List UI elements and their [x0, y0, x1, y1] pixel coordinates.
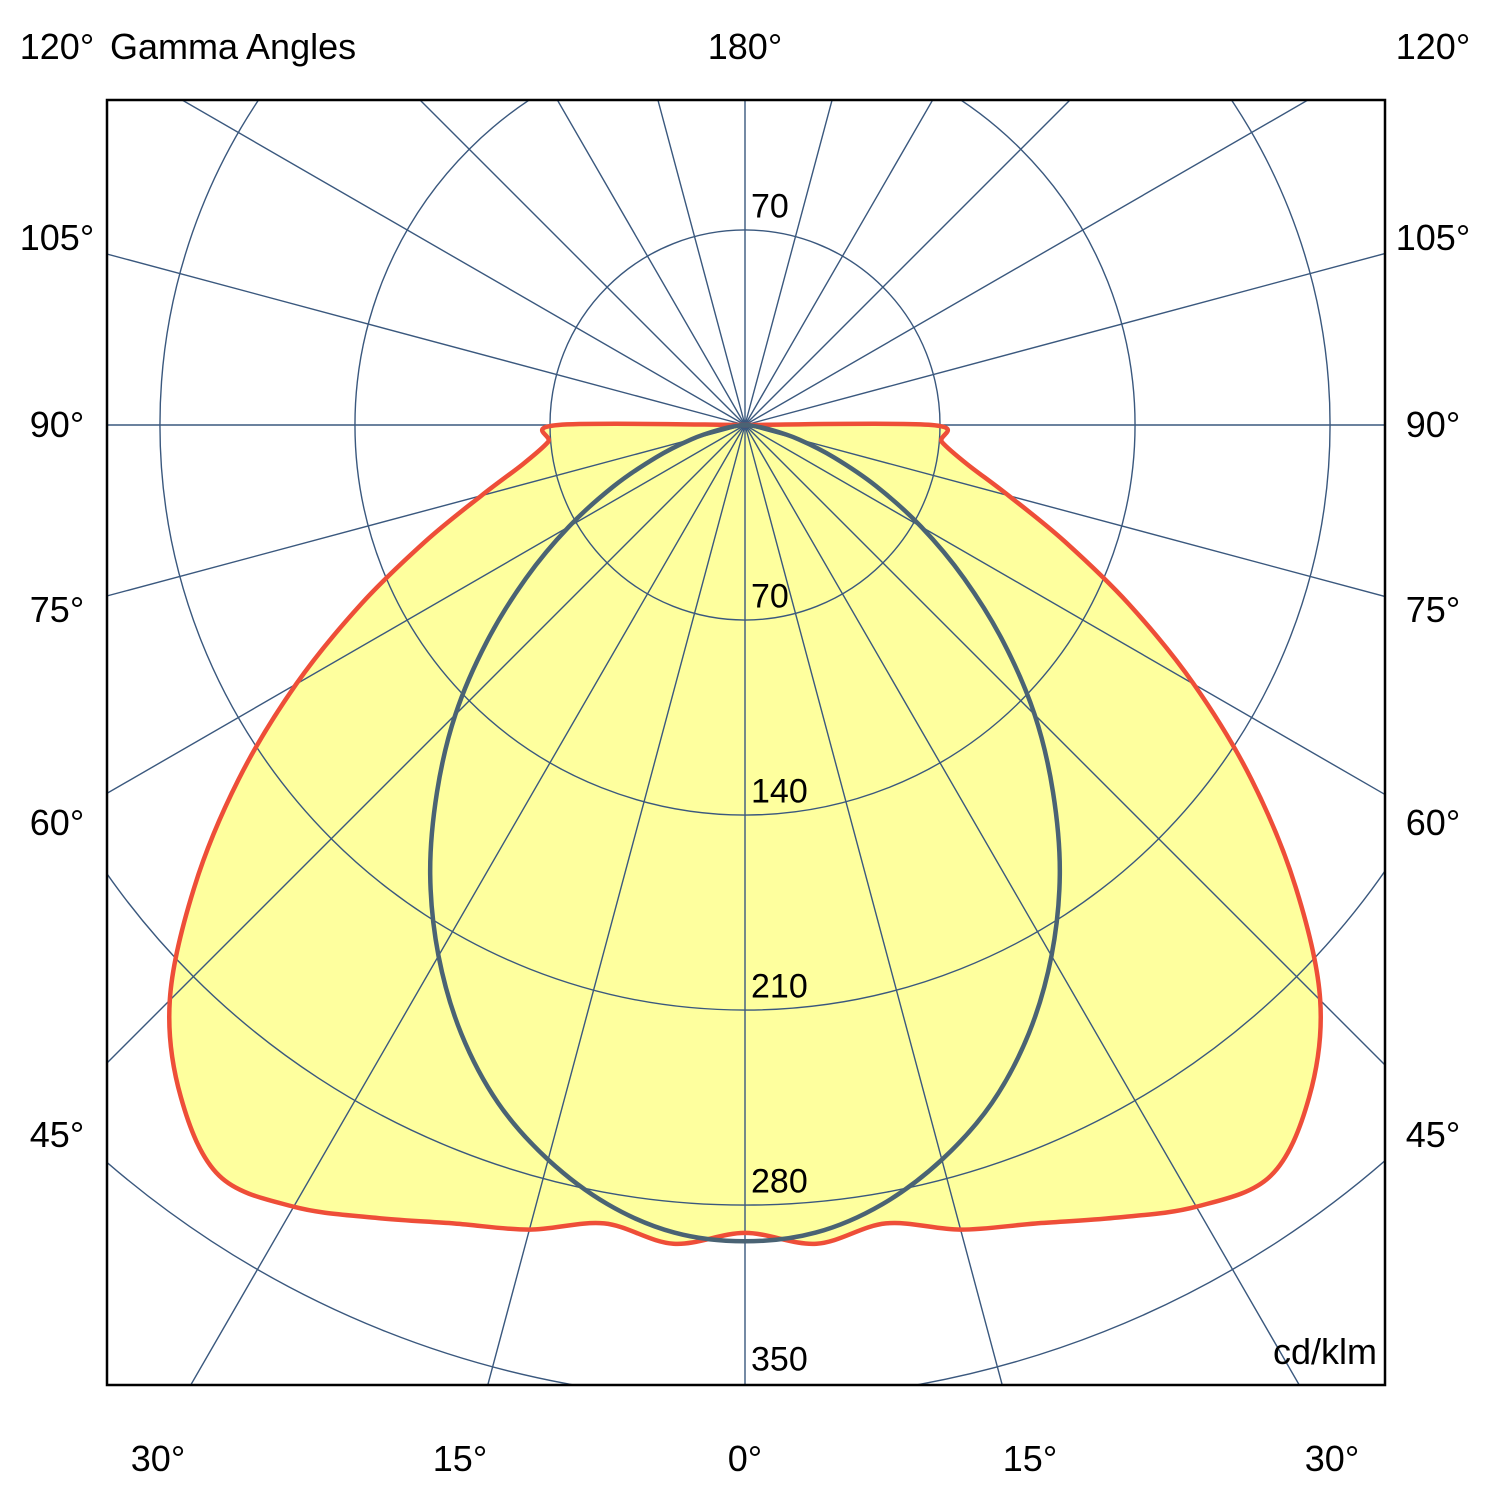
gamma-label-left-90: 90° [29, 404, 85, 445]
chart-title: Gamma Angles [110, 26, 357, 67]
gamma-label-left-75: 75° [29, 589, 85, 630]
gamma-label-bottom-30L: 30° [130, 1438, 186, 1479]
gamma-label-left-60: 60° [29, 802, 85, 843]
gamma-label-right-90: 90° [1405, 404, 1461, 445]
gamma-label-right-45: 45° [1405, 1114, 1461, 1155]
gamma-label-bottom-15R: 15° [1002, 1438, 1058, 1479]
gamma-label-left-105: 105° [19, 217, 95, 258]
series-curve-C90-C270 [427, 422, 1063, 1244]
ring-label-210: 210 [751, 967, 808, 1006]
gamma-label-right-120: 120° [1395, 26, 1471, 67]
plot-border [105, 98, 1387, 1387]
ring-label-70-top: 70 [751, 187, 789, 226]
gamma-label-bottom-0: 0° [727, 1438, 763, 1479]
gamma-label-bottom-15L: 15° [432, 1438, 488, 1479]
gamma-label-left-120: 120° [19, 26, 95, 67]
gamma-label-right-75: 75° [1405, 589, 1461, 630]
gamma-label-top-180: 180° [707, 26, 783, 67]
ring-label-350: 350 [751, 1340, 808, 1379]
series-curve-C0-C180 [167, 421, 1323, 1247]
unit-label: cd/klm [1272, 1331, 1377, 1372]
ring-label-70: 70 [751, 577, 789, 616]
ring-label-140: 140 [751, 772, 808, 811]
gamma-label-left-45: 45° [29, 1114, 85, 1155]
gamma-label-right-105: 105° [1395, 217, 1471, 258]
gamma-label-right-60: 60° [1405, 802, 1461, 843]
gamma-label-bottom-30R: 30° [1304, 1438, 1360, 1479]
ring-label-280: 280 [751, 1162, 808, 1201]
